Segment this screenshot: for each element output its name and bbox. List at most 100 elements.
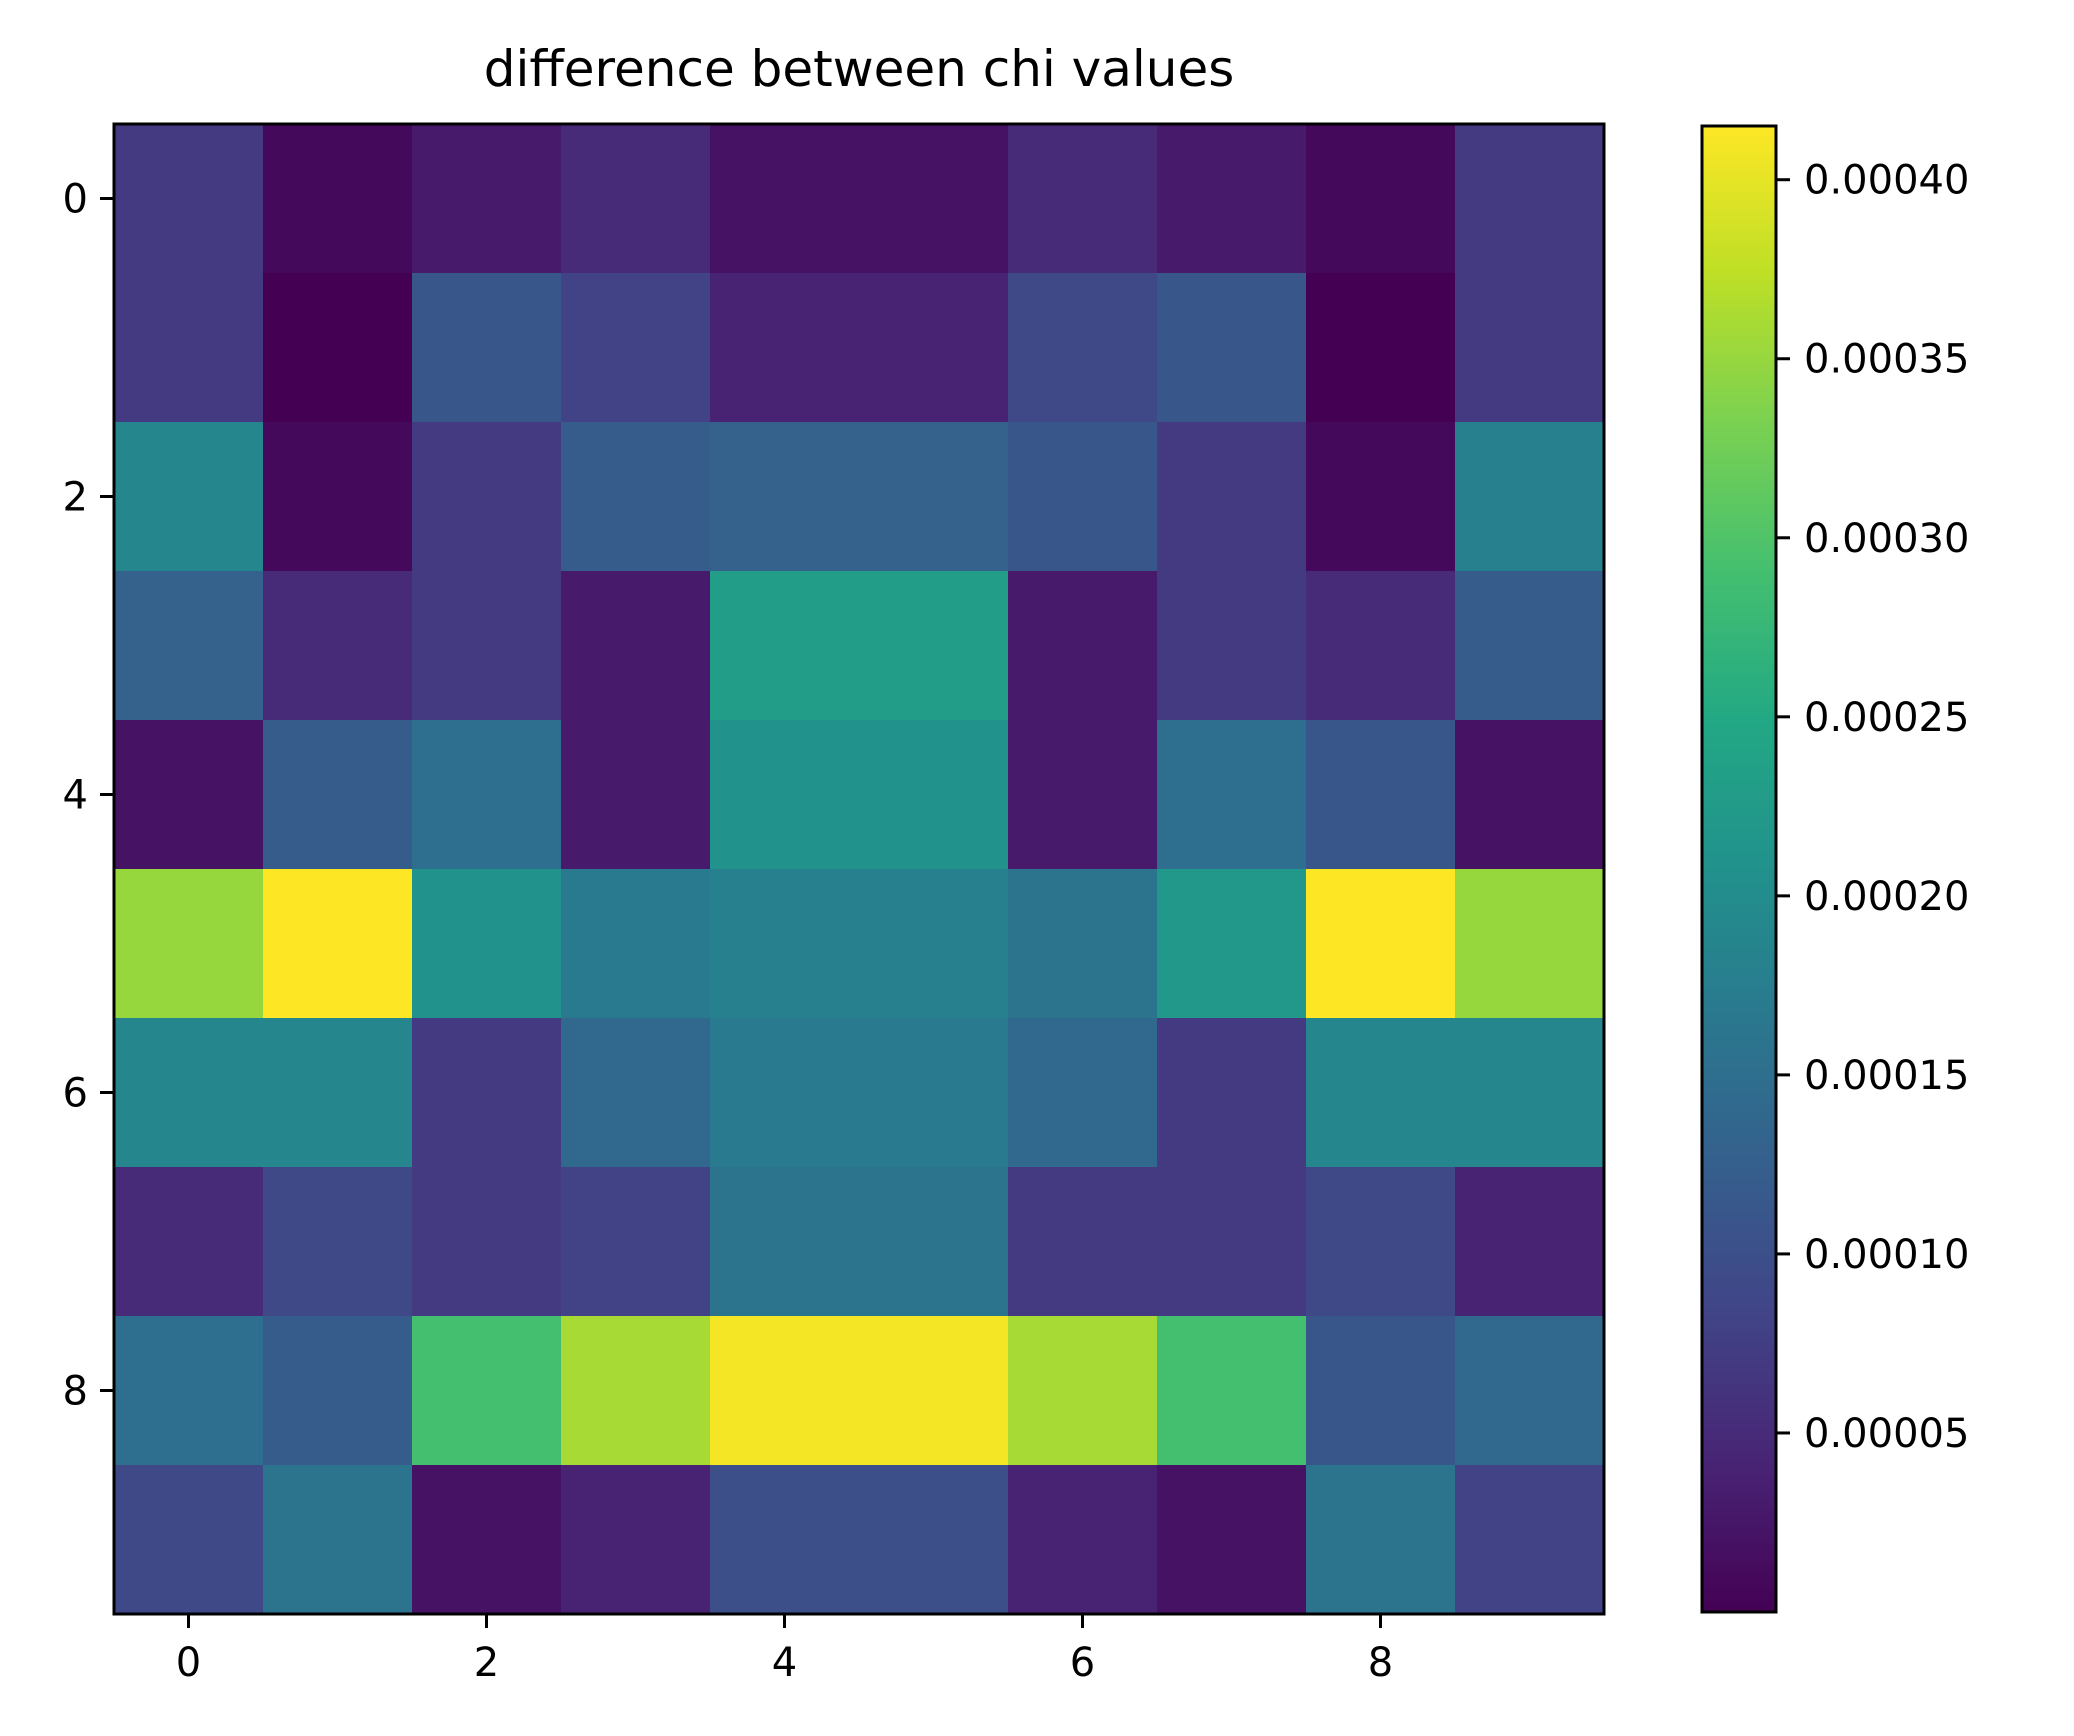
heatmap-cell-r1-c2 [412, 273, 562, 423]
heatmap-cell-r8-c7 [1157, 1316, 1307, 1466]
y-tick-label: 2 [63, 475, 88, 521]
heatmap-cell-r4-c9 [1455, 720, 1605, 870]
heatmap-cell-r4-c4 [710, 720, 860, 870]
colorbar-tick-label: 0.00040 [1804, 158, 1969, 204]
heatmap-cell-r2-c1 [263, 422, 413, 572]
heatmap-cell-r5-c1 [263, 869, 413, 1019]
colorbar-tick-label: 0.00030 [1804, 516, 1969, 562]
heatmap-cells [114, 124, 1605, 1615]
heatmap-cell-r0-c7 [1157, 124, 1307, 274]
heatmap-cell-r7-c6 [1008, 1167, 1158, 1317]
heatmap-cell-r4-c1 [263, 720, 413, 870]
heatmap-cell-r6-c6 [1008, 1018, 1158, 1168]
heatmap-cell-r1-c6 [1008, 273, 1158, 423]
heatmap-cell-r6-c7 [1157, 1018, 1307, 1168]
heatmap-cell-r6-c2 [412, 1018, 562, 1168]
heatmap-cell-r8-c8 [1306, 1316, 1456, 1466]
heatmap-cell-r6-c5 [859, 1018, 1009, 1168]
heatmap-cell-r7-c8 [1306, 1167, 1456, 1317]
colorbar-tick-label: 0.00010 [1804, 1232, 1969, 1278]
heatmap-cell-r8-c0 [114, 1316, 264, 1466]
x-tick-label: 2 [474, 1640, 499, 1686]
heatmap-cell-r9-c8 [1306, 1465, 1456, 1615]
heatmap-cell-r7-c5 [859, 1167, 1009, 1317]
y-tick-label: 4 [63, 773, 88, 819]
heatmap-cell-r3-c6 [1008, 571, 1158, 721]
heatmap-cell-r5-c6 [1008, 869, 1158, 1019]
heatmap-cell-r6-c4 [710, 1018, 860, 1168]
heatmap-cell-r7-c7 [1157, 1167, 1307, 1317]
heatmap-cell-r6-c9 [1455, 1018, 1605, 1168]
heatmap-cell-r6-c1 [263, 1018, 413, 1168]
x-tick-label: 6 [1070, 1640, 1095, 1686]
heatmap-cell-r9-c3 [561, 1465, 711, 1615]
heatmap-cell-r5-c5 [859, 869, 1009, 1019]
heatmap-cell-r9-c7 [1157, 1465, 1307, 1615]
heatmap-cell-r4-c2 [412, 720, 562, 870]
heatmap-cell-r3-c2 [412, 571, 562, 721]
colorbar-frame [1700, 124, 1778, 1614]
x-tick-label: 8 [1368, 1640, 1393, 1686]
heatmap-cell-r3-c0 [114, 571, 264, 721]
heatmap-cell-r4-c8 [1306, 720, 1456, 870]
heatmap-cell-r0-c4 [710, 124, 860, 274]
heatmap-cell-r2-c0 [114, 422, 264, 572]
colorbar [1702, 126, 1776, 1612]
heatmap-cell-r9-c4 [710, 1465, 860, 1615]
heatmap-cell-r1-c7 [1157, 273, 1307, 423]
heatmap-cell-r3-c9 [1455, 571, 1605, 721]
heatmap-cell-r8-c6 [1008, 1316, 1158, 1466]
heatmap-cell-r8-c1 [263, 1316, 413, 1466]
heatmap-cell-r4-c6 [1008, 720, 1158, 870]
heatmap-cell-r1-c1 [263, 273, 413, 423]
x-axis: 0 2 4 6 8 [176, 1614, 1393, 1686]
heatmap-cell-r8-c9 [1455, 1316, 1605, 1466]
heatmap-cell-r0-c2 [412, 124, 562, 274]
heatmap-cell-r0-c9 [1455, 124, 1605, 274]
heatmap-cell-r7-c9 [1455, 1167, 1605, 1317]
heatmap-cell-r1-c0 [114, 273, 264, 423]
heatmap-cell-r9-c1 [263, 1465, 413, 1615]
heatmap-cell-r6-c8 [1306, 1018, 1456, 1168]
heatmap-cell-r4-c3 [561, 720, 711, 870]
colorbar-tick-label: 0.00015 [1804, 1053, 1969, 1099]
heatmap-cell-r4-c7 [1157, 720, 1307, 870]
heatmap-cell-r3-c5 [859, 571, 1009, 721]
heatmap-cell-r1-c3 [561, 273, 711, 423]
heatmap-cell-r4-c0 [114, 720, 264, 870]
heatmap-cell-r2-c3 [561, 422, 711, 572]
chart-title: difference between chi values [484, 40, 1235, 98]
heatmap-cell-r0-c5 [859, 124, 1009, 274]
colorbar-tick-label: 0.00005 [1804, 1411, 1969, 1457]
heatmap-cell-r5-c3 [561, 869, 711, 1019]
heatmap-cell-r4-c5 [859, 720, 1009, 870]
heatmap-cell-r2-c7 [1157, 422, 1307, 572]
heatmap-cell-r0-c1 [263, 124, 413, 274]
heatmap-cell-r7-c0 [114, 1167, 264, 1317]
heatmap-cell-r5-c4 [710, 869, 860, 1019]
heatmap-cell-r7-c3 [561, 1167, 711, 1317]
heatmap-cell-r5-c0 [114, 869, 264, 1019]
heatmap-cell-r9-c5 [859, 1465, 1009, 1615]
heatmap-cell-r2-c6 [1008, 422, 1158, 572]
heatmap-cell-r1-c4 [710, 273, 860, 423]
y-axis: 0 2 4 6 8 [63, 177, 114, 1415]
heatmap-cell-r0-c0 [114, 124, 264, 274]
y-tick-label: 8 [63, 1369, 88, 1415]
y-tick-label: 6 [63, 1071, 88, 1117]
heatmap-cell-r2-c8 [1306, 422, 1456, 572]
heatmap-cell-r3-c4 [710, 571, 860, 721]
heatmap-cell-r2-c5 [859, 422, 1009, 572]
colorbar-tick-label: 0.00020 [1804, 874, 1969, 920]
heatmap-cell-r5-c8 [1306, 869, 1456, 1019]
heatmap-cell-r6-c3 [561, 1018, 711, 1168]
heatmap-cell-r1-c8 [1306, 273, 1456, 423]
heatmap-cell-r1-c9 [1455, 273, 1605, 423]
heatmap-cell-r9-c2 [412, 1465, 562, 1615]
heatmap-cell-r7-c4 [710, 1167, 860, 1317]
heatmap-cell-r9-c6 [1008, 1465, 1158, 1615]
heatmap-cell-r7-c1 [263, 1167, 413, 1317]
x-tick-label: 4 [772, 1640, 797, 1686]
